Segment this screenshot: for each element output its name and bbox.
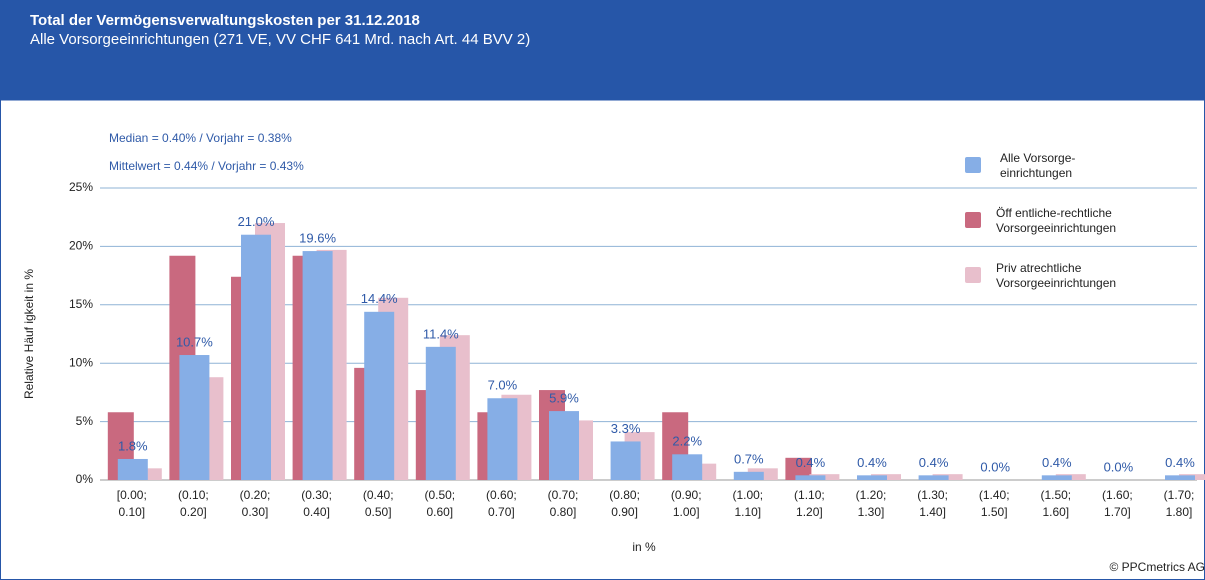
data-label: 14.4% [361, 291, 398, 306]
legend-label: Vorsorgeeinrichtungen [996, 221, 1116, 235]
x-tick-label: 1.50] [981, 505, 1008, 519]
x-tick-label: (0.10; [178, 488, 209, 502]
bar [918, 475, 949, 480]
x-tick-label: 1.70] [1104, 505, 1131, 519]
x-tick-label: 0.30] [242, 505, 269, 519]
x-tick-label: (0.40; [363, 488, 394, 502]
x-tick-label: 0.60] [426, 505, 453, 519]
x-tick-label: 0.20] [180, 505, 207, 519]
legend-swatch [965, 157, 981, 173]
data-label: 2.2% [672, 434, 702, 449]
data-label: 5.9% [549, 391, 579, 406]
annotation: Mittelwert = 0.44% / Vorjahr = 0.43% [109, 159, 304, 173]
header-bar [0, 0, 1205, 100]
x-tick-label: (1.00; [732, 488, 763, 502]
x-tick-label: (0.60; [486, 488, 517, 502]
legend-label: einrichtungen [1000, 166, 1072, 180]
data-label: 3.3% [611, 421, 641, 436]
data-label: 0.4% [1042, 455, 1072, 470]
x-tick-label: (0.70; [548, 488, 579, 502]
bar [241, 234, 271, 480]
subtitle: Alle Vorsorgeeinrichtungen (271 VE, VV C… [30, 31, 530, 48]
legend-label: Alle Vorsorge- [1000, 151, 1075, 165]
x-tick-label: (1.60; [1102, 488, 1133, 502]
data-label: 0.4% [1165, 455, 1195, 470]
x-tick-label: (0.30; [301, 488, 332, 502]
y-tick-label: 15% [69, 297, 93, 311]
x-tick-label: (1.30; [917, 488, 948, 502]
x-tick-label: (1.20; [856, 488, 887, 502]
bar [1041, 475, 1072, 480]
bar [302, 251, 333, 480]
x-tick-label: 1.00] [673, 505, 700, 519]
x-tick-label: (0.20; [240, 488, 271, 502]
x-tick-label: (1.50; [1040, 488, 1071, 502]
data-label: 0.7% [734, 451, 764, 466]
x-tick-label: 1.20] [796, 505, 823, 519]
legend-swatch [965, 267, 981, 283]
bar [733, 471, 764, 480]
data-label: 0.0% [980, 459, 1010, 474]
bar [179, 355, 210, 480]
bar [1165, 475, 1195, 480]
bar [549, 411, 579, 480]
y-tick-label: 5% [76, 414, 94, 428]
data-label: 10.7% [176, 334, 213, 349]
x-tick-label: (0.90; [671, 488, 702, 502]
y-tick-label: 25% [69, 180, 93, 194]
bar [364, 311, 395, 480]
legend-swatch [965, 212, 981, 228]
x-tick-label: 1.80] [1166, 505, 1193, 519]
data-label: 0.4% [857, 455, 887, 470]
bar [117, 458, 148, 480]
bar [425, 346, 456, 480]
x-tick-label: 1.30] [858, 505, 885, 519]
data-label: 1.8% [118, 438, 148, 453]
data-label: 0.4% [919, 455, 949, 470]
legend-label: Priv atrechtliche [996, 261, 1082, 275]
x-tick-label: 0.70] [488, 505, 515, 519]
y-tick-label: 0% [76, 472, 94, 486]
x-tick-label: (1.70; [1164, 488, 1195, 502]
bar [795, 475, 826, 480]
bar [610, 441, 641, 480]
x-tick-label: 1.40] [919, 505, 946, 519]
data-label: 11.4% [423, 326, 459, 341]
y-axis-label: Relative Häuf igkeit in % [22, 269, 36, 399]
legend-label: Vorsorgeeinrichtungen [996, 276, 1116, 290]
x-tick-label: (0.80; [609, 488, 640, 502]
data-label: 21.0% [238, 214, 275, 229]
data-label: 0.0% [1104, 459, 1134, 474]
bar [487, 398, 518, 480]
y-tick-label: 20% [69, 239, 93, 253]
data-label: 7.0% [488, 378, 518, 393]
annotation: Median = 0.40% / Vorjahr = 0.38% [109, 131, 292, 145]
title: Total der Vermögensverwaltungskosten per… [30, 12, 420, 29]
bar [672, 454, 703, 480]
x-tick-label: (1.40; [979, 488, 1010, 502]
x-tick-label: 0.90] [611, 505, 638, 519]
data-label: 19.6% [299, 231, 336, 246]
x-tick-label: 0.80] [550, 505, 577, 519]
x-tick-label: [0.00; [117, 488, 147, 502]
x-tick-label: (1.10; [794, 488, 825, 502]
x-tick-label: (0.50; [424, 488, 455, 502]
x-axis-label: in % [632, 540, 656, 554]
footer: © PPCmetrics AG [1109, 560, 1205, 574]
bar [857, 475, 887, 480]
data-label: 0.4% [796, 455, 826, 470]
x-tick-label: 0.40] [303, 505, 330, 519]
x-tick-label: 1.10] [734, 505, 761, 519]
x-tick-label: 0.50] [365, 505, 392, 519]
x-tick-label: 1.60] [1042, 505, 1069, 519]
bar [785, 457, 812, 480]
x-tick-label: 0.10] [118, 505, 145, 519]
legend-label: Öff entliche-rechtliche [996, 206, 1112, 220]
y-tick-label: 10% [69, 355, 93, 369]
